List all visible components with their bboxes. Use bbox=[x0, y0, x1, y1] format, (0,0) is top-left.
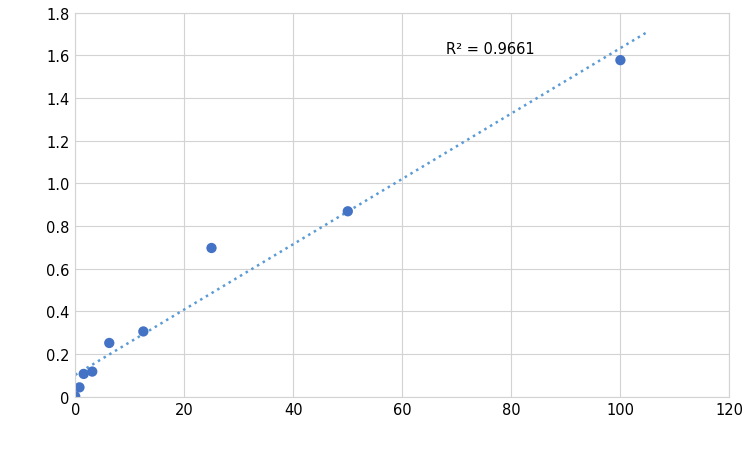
Point bbox=[77, 370, 89, 377]
Point bbox=[138, 328, 150, 336]
Text: R² = 0.9661: R² = 0.9661 bbox=[446, 42, 535, 57]
Point bbox=[86, 368, 99, 375]
Point bbox=[341, 208, 353, 216]
Point bbox=[614, 57, 626, 64]
Point bbox=[69, 393, 81, 400]
Point bbox=[205, 245, 217, 252]
Point bbox=[74, 384, 86, 391]
Point bbox=[103, 340, 115, 347]
